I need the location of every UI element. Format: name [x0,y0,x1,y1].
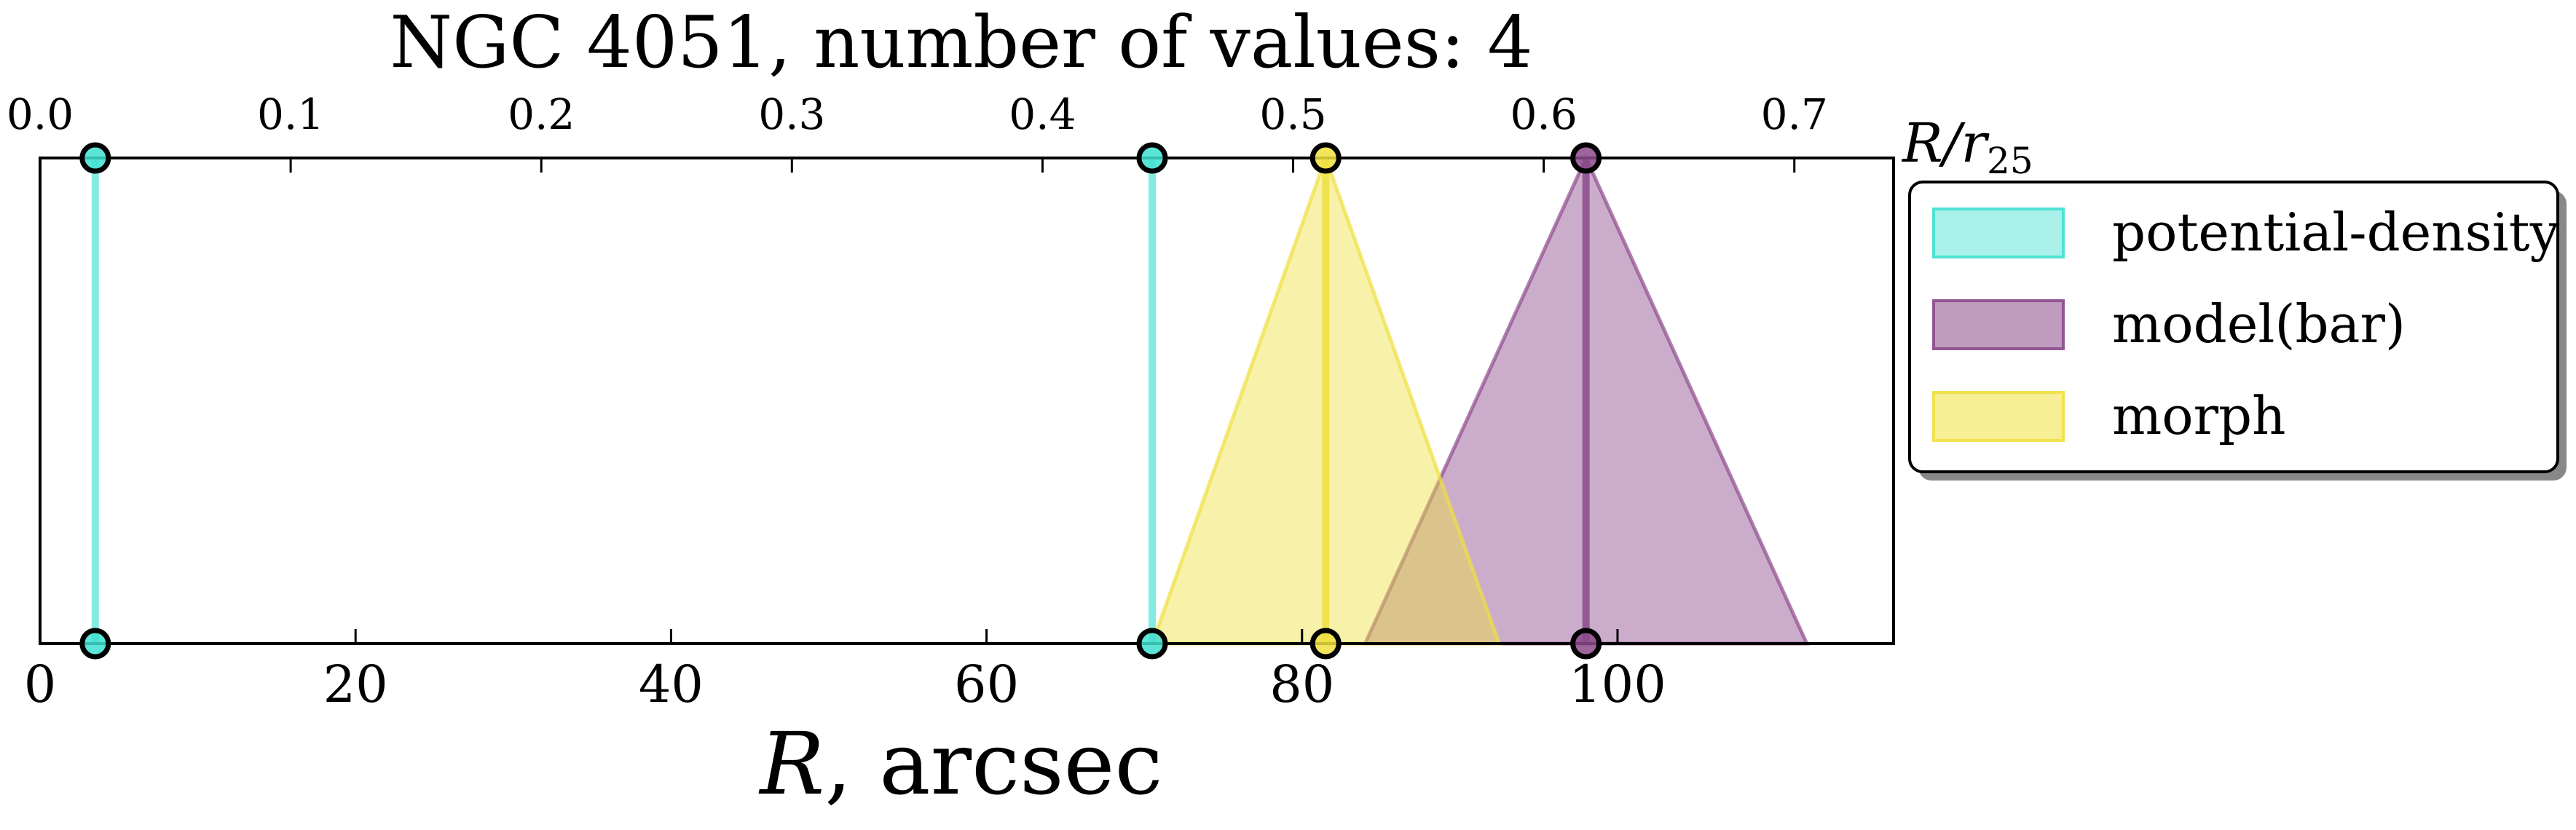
top-x-tick-label: 0.2 [508,90,575,139]
top-x-tick-label: 0.1 [257,90,324,139]
value-lines [91,158,1590,644]
legend-box [1908,181,2559,473]
top-x-tick-label: 0.4 [1009,90,1076,139]
top-axis: 0.0 0.1 0.2 0.3 0.4 0.5 0.6 0.7 [7,90,1828,173]
legend-label-model(bar): model(bar) [2112,293,2406,355]
value-marker-model(bar) [1570,142,1602,174]
top-x-tick-label: 0.7 [1761,90,1828,139]
x-axis-label: R, arcsec [758,714,1162,814]
x-tick-label: 60 [954,655,1019,714]
top-axis-label: R/r25 [1901,112,2033,182]
value-marker-morph [1309,142,1342,174]
legend-swatch-model(bar) [1932,299,2065,350]
x-tick-label: 100 [1569,655,1666,714]
top-x-tick-label: 0.5 [1259,90,1326,139]
bottom-axis: 0 20 40 60 80 100 [24,629,1666,714]
top-x-tick-label: 0.0 [7,90,74,139]
top-x-tick-label: 0.3 [758,90,825,139]
value-marker-morph [1309,628,1342,660]
value-marker-potential-density [79,628,111,660]
interval-fills [1149,152,1810,646]
value-marker-model(bar) [1570,628,1602,660]
plot-frame [39,157,1895,645]
x-tick-label: 20 [323,655,388,714]
legend-swatch-morph [1932,391,2065,442]
value-markers [79,142,1602,660]
x-tick-label: 80 [1269,655,1334,714]
value-marker-potential-density [1136,628,1168,660]
value-marker-potential-density [1136,142,1168,174]
legend: potential-density model(bar) morph [1908,181,2567,481]
legend-label-morph: morph [2112,385,2286,446]
top-x-tick-label: 0.6 [1510,90,1577,139]
legend-label-potential-density: potential-density [2112,202,2560,263]
value-marker-potential-density [79,142,111,174]
x-tick-label: 0 [24,655,57,714]
x-tick-label: 40 [639,655,704,714]
chart-title: NGC 4051, number of values: 4 [390,1,1532,84]
legend-swatch-potential-density [1932,208,2065,258]
